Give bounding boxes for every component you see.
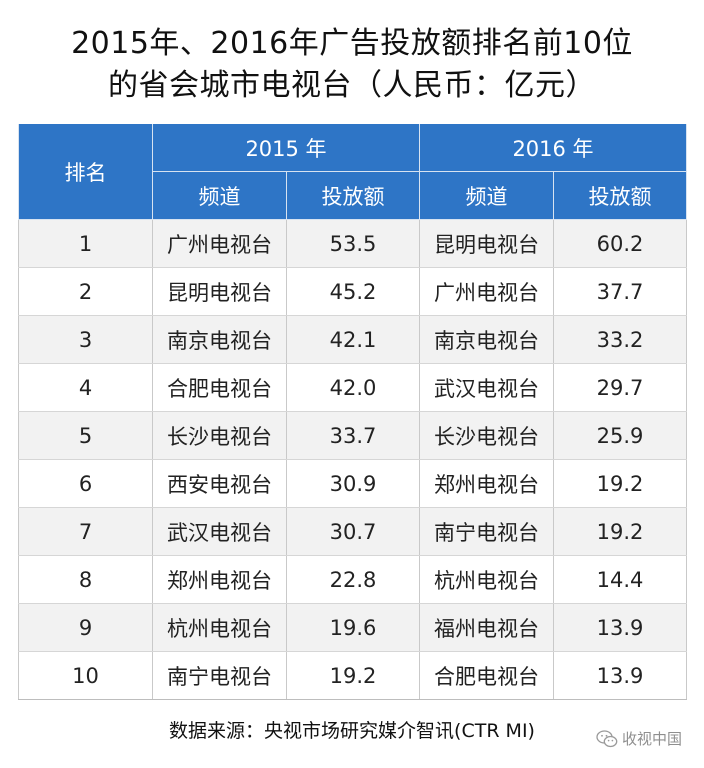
- amount-2015-cell: 42.1: [286, 315, 420, 364]
- channel-2015-cell: 武汉电视台: [152, 507, 287, 556]
- watermark: 收视中国: [596, 728, 682, 749]
- amount-2016-cell: 37.7: [553, 267, 687, 316]
- table-row: 9 杭州电视台 19.6 福州电视台 13.9: [18, 603, 687, 652]
- channel-2016-cell: 杭州电视台: [419, 555, 554, 604]
- rank-cell: 8: [18, 555, 153, 604]
- rank-cell: 2: [18, 267, 153, 316]
- amount-2016-cell: 13.9: [553, 651, 687, 700]
- channel-2016-cell: 郑州电视台: [419, 459, 554, 508]
- rank-cell: 10: [18, 651, 153, 700]
- amount-2016-cell: 19.2: [553, 507, 687, 556]
- header-year-2015: 2015 年: [152, 124, 420, 172]
- table-row: 8 郑州电视台 22.8 杭州电视台 14.4: [18, 555, 687, 604]
- header-amount-2015: 投放额: [286, 171, 420, 220]
- rank-cell: 6: [18, 459, 153, 508]
- channel-2015-cell: 南宁电视台: [152, 651, 287, 700]
- header-rank: 排名: [18, 124, 153, 220]
- channel-2016-cell: 福州电视台: [419, 603, 554, 652]
- rank-cell: 1: [18, 219, 153, 268]
- title-line-2: 的省会城市电视台（人民币：亿元）: [108, 68, 596, 103]
- channel-2016-cell: 合肥电视台: [419, 651, 554, 700]
- amount-2016-cell: 33.2: [553, 315, 687, 364]
- table-row: 6 西安电视台 30.9 郑州电视台 19.2: [18, 459, 687, 508]
- amount-2015-cell: 53.5: [286, 219, 420, 268]
- data-source-note: 数据来源：央视市场研究媒介智讯(CTR MI): [169, 720, 535, 742]
- amount-2016-cell: 25.9: [553, 411, 687, 460]
- table-row: 2 昆明电视台 45.2 广州电视台 37.7: [18, 267, 687, 316]
- rank-cell: 9: [18, 603, 153, 652]
- amount-2015-cell: 19.2: [286, 651, 420, 700]
- channel-2016-cell: 长沙电视台: [419, 411, 554, 460]
- channel-2016-cell: 广州电视台: [419, 267, 554, 316]
- channel-2015-cell: 杭州电视台: [152, 603, 287, 652]
- amount-2015-cell: 22.8: [286, 555, 420, 604]
- table-body: 1 广州电视台 53.5 昆明电视台 60.2 2 昆明电视台 45.2 广州电…: [18, 219, 687, 700]
- amount-2015-cell: 33.7: [286, 411, 420, 460]
- title-line-1: 2015年、2016年广告投放额排名前10位: [71, 26, 633, 61]
- table-row: 1 广州电视台 53.5 昆明电视台 60.2: [18, 219, 687, 268]
- header-amount-2016: 投放额: [553, 171, 687, 220]
- wechat-icon: [596, 729, 618, 748]
- amount-2016-cell: 14.4: [553, 555, 687, 604]
- channel-2016-cell: 武汉电视台: [419, 363, 554, 412]
- header-channel-2016: 频道: [419, 171, 554, 220]
- amount-2016-cell: 60.2: [553, 219, 687, 268]
- table-row: 7 武汉电视台 30.7 南宁电视台 19.2: [18, 507, 687, 556]
- rank-cell: 3: [18, 315, 153, 364]
- ranking-table: 排名 2015 年 2016 年 频道 投放额 频道 投放额 1 广州电视台 5…: [18, 124, 687, 700]
- table-header: 排名 2015 年 2016 年 频道 投放额 频道 投放额: [18, 124, 687, 220]
- channel-2016-cell: 昆明电视台: [419, 219, 554, 268]
- amount-2016-cell: 19.2: [553, 459, 687, 508]
- amount-2015-cell: 30.9: [286, 459, 420, 508]
- header-channel-2015: 频道: [152, 171, 287, 220]
- table-row: 10 南宁电视台 19.2 合肥电视台 13.9: [18, 651, 687, 700]
- table-row: 3 南京电视台 42.1 南京电视台 33.2: [18, 315, 687, 364]
- amount-2016-cell: 29.7: [553, 363, 687, 412]
- amount-2015-cell: 45.2: [286, 267, 420, 316]
- channel-2016-cell: 南宁电视台: [419, 507, 554, 556]
- amount-2016-cell: 13.9: [553, 603, 687, 652]
- amount-2015-cell: 19.6: [286, 603, 420, 652]
- channel-2015-cell: 合肥电视台: [152, 363, 287, 412]
- table-row: 4 合肥电视台 42.0 武汉电视台 29.7: [18, 363, 687, 412]
- amount-2015-cell: 42.0: [286, 363, 420, 412]
- header-year-2016: 2016 年: [419, 124, 687, 172]
- channel-2015-cell: 西安电视台: [152, 459, 287, 508]
- channel-2015-cell: 南京电视台: [152, 315, 287, 364]
- table-row: 5 长沙电视台 33.7 长沙电视台 25.9: [18, 411, 687, 460]
- rank-cell: 5: [18, 411, 153, 460]
- amount-2015-cell: 30.7: [286, 507, 420, 556]
- channel-2015-cell: 郑州电视台: [152, 555, 287, 604]
- channel-2015-cell: 昆明电视台: [152, 267, 287, 316]
- channel-2015-cell: 广州电视台: [152, 219, 287, 268]
- channel-2015-cell: 长沙电视台: [152, 411, 287, 460]
- rank-cell: 7: [18, 507, 153, 556]
- rank-cell: 4: [18, 363, 153, 412]
- watermark-text: 收视中国: [621, 730, 682, 748]
- channel-2016-cell: 南京电视台: [419, 315, 554, 364]
